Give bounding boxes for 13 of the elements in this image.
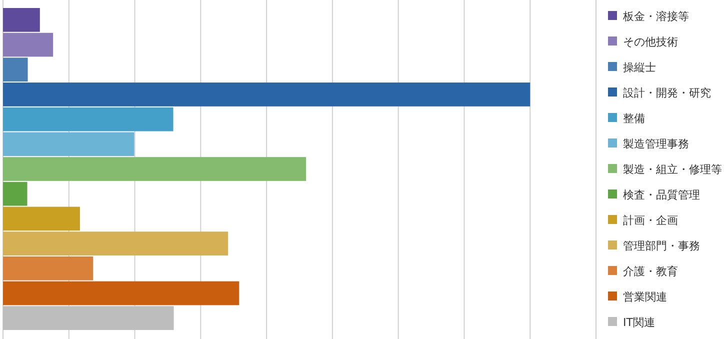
legend-label: 整備: [623, 112, 645, 125]
legend-label: 営業関連: [623, 290, 667, 304]
legend-label: 設計・開発・研究: [623, 86, 711, 100]
legend-label: IT関連: [623, 316, 655, 329]
legend-label: 製造管理事務: [623, 138, 689, 150]
legend-label: 製造・組立・修理等: [623, 163, 722, 176]
legend-label: その他技術: [623, 36, 678, 48]
legend-label: 介護・教育: [623, 265, 678, 278]
legend-label: 計画・企画: [623, 214, 678, 227]
legend-label: 検査・品質管理: [623, 188, 700, 202]
legend-label: 操縦士: [623, 61, 656, 74]
legend-label: 管理部門・事務: [623, 240, 700, 252]
legend-label: 板金・溶接等: [622, 10, 689, 23]
